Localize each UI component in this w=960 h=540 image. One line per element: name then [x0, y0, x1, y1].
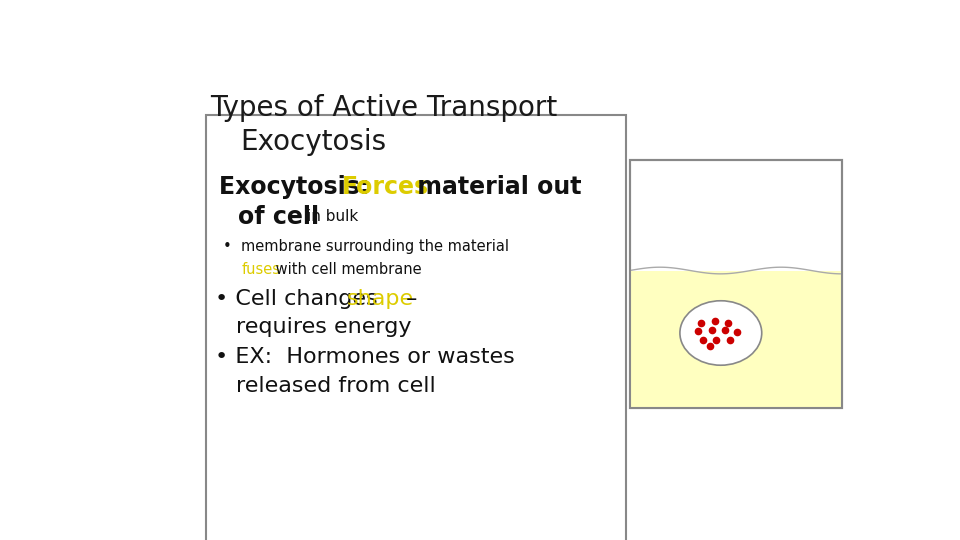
Text: of cell: of cell — [237, 205, 327, 228]
Bar — [630, 160, 842, 408]
Text: requires energy: requires energy — [236, 317, 412, 337]
Text: –: – — [398, 289, 418, 309]
Text: released from cell: released from cell — [236, 376, 436, 396]
Text: material out: material out — [409, 176, 582, 199]
Bar — [205, 114, 626, 540]
Text: •  membrane surrounding the material: • membrane surrounding the material — [223, 239, 509, 254]
Text: in bulk: in bulk — [307, 209, 358, 224]
Text: • Cell changes: • Cell changes — [215, 289, 385, 309]
Text: shape: shape — [347, 289, 414, 309]
Bar — [630, 160, 842, 408]
Text: fuses: fuses — [241, 262, 280, 277]
Ellipse shape — [680, 301, 761, 365]
Bar — [630, 271, 842, 408]
Text: Types of Active Transport: Types of Active Transport — [210, 94, 558, 123]
Text: • EX:  Hormones or wastes: • EX: Hormones or wastes — [215, 347, 515, 367]
Text: Exocytosis: Exocytosis — [240, 128, 387, 156]
Text: Exocytosis:: Exocytosis: — [219, 176, 377, 199]
Text: Forces: Forces — [342, 176, 429, 199]
Text: with cell membrane: with cell membrane — [272, 262, 422, 277]
